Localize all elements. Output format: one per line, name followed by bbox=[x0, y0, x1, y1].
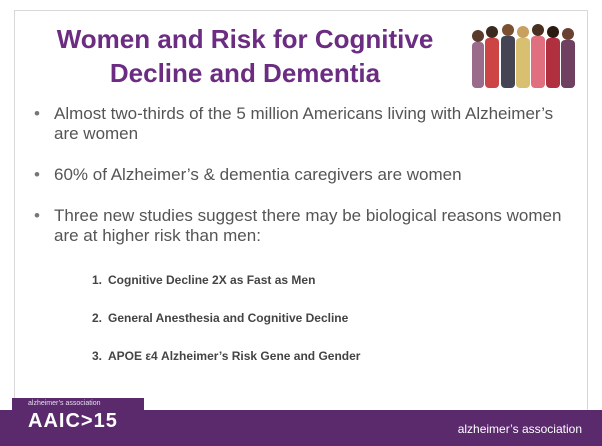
bullet-list: Almost two-thirds of the 5 million Ameri… bbox=[34, 104, 574, 267]
study-item: 3. APOE ε4 Alzheimer’s Risk Gene and Gend… bbox=[92, 348, 360, 364]
slide-title: Women and Risk for Cognitive Decline and… bbox=[20, 22, 470, 90]
association-logo: alzheimer’s association bbox=[458, 422, 582, 436]
logo-subtext: alzheimer’s association bbox=[28, 400, 101, 407]
title-line: Decline and Dementia bbox=[20, 56, 470, 90]
item-text: General Anesthesia and Cognitive Decline bbox=[108, 311, 348, 325]
bullet: Almost two-thirds of the 5 million Ameri… bbox=[34, 104, 574, 144]
item-number: 2. bbox=[92, 311, 102, 325]
item-text: Cognitive Decline 2X as Fast as Men bbox=[108, 273, 315, 287]
figure-group bbox=[472, 24, 575, 88]
study-list: 1. Cognitive Decline 2X as Fast as Men 2.… bbox=[92, 272, 360, 386]
bullet: 60% of Alzheimer’s & dementia caregivers… bbox=[34, 165, 574, 185]
page: Women and Risk for Cognitive Decline and… bbox=[0, 0, 602, 446]
bullet: Three new studies suggest there may be b… bbox=[34, 206, 574, 246]
item-number: 3. bbox=[92, 349, 102, 363]
conference-logo: alzheimer’s association AAIC>15 bbox=[12, 398, 144, 446]
women-photo bbox=[468, 20, 580, 90]
study-item: 2. General Anesthesia and Cognitive Decli… bbox=[92, 310, 360, 326]
study-item: 1. Cognitive Decline 2X as Fast as Men bbox=[92, 272, 360, 288]
slide: Women and Risk for Cognitive Decline and… bbox=[0, 0, 602, 446]
title-line: Women and Risk for Cognitive bbox=[20, 22, 470, 56]
item-text: APOE ε4 Alzheimer’s Risk Gene and Gender bbox=[108, 349, 360, 363]
logo-text: AAIC>15 bbox=[28, 410, 118, 432]
item-number: 1. bbox=[92, 273, 102, 287]
